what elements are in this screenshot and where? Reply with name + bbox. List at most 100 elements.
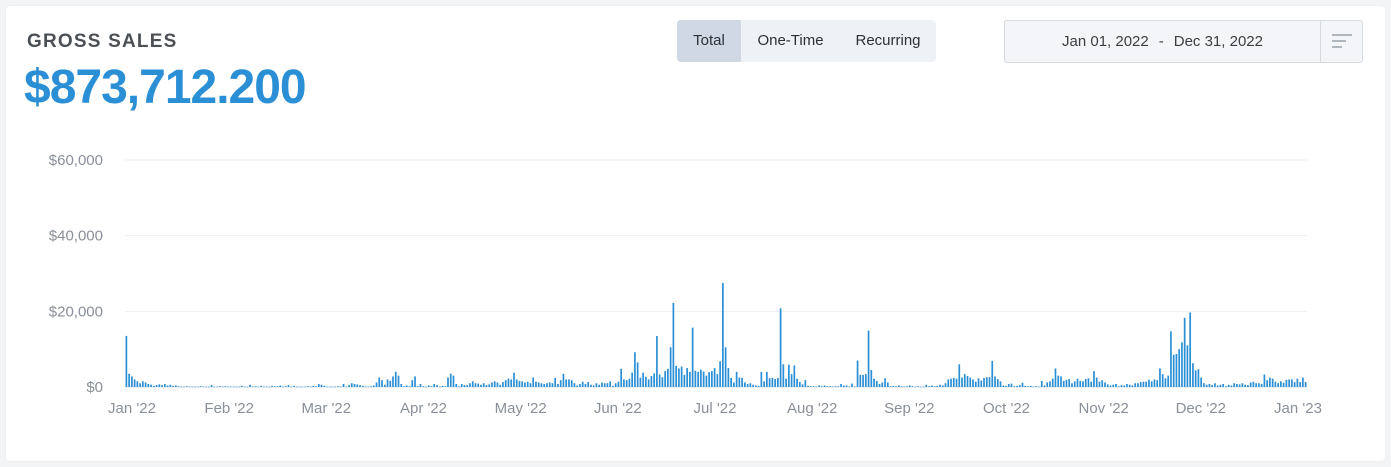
sales-bar[interactable]	[551, 383, 554, 387]
sales-bar[interactable]	[697, 371, 699, 387]
sales-bar[interactable]	[829, 386, 831, 387]
sales-bar[interactable]	[900, 386, 903, 387]
sales-bar[interactable]	[317, 383, 320, 387]
sales-bar[interactable]	[925, 384, 928, 387]
sales-bar[interactable]	[886, 382, 889, 387]
sales-bar[interactable]	[301, 386, 304, 388]
sales-bar[interactable]	[919, 386, 922, 388]
sales-bar[interactable]	[224, 386, 227, 387]
one-time-tab[interactable]: One-Time	[757, 32, 824, 49]
sales-bar[interactable]	[1258, 383, 1260, 387]
sales-bar[interactable]	[1142, 381, 1145, 387]
sales-bar[interactable]	[502, 382, 504, 387]
sales-bar[interactable]	[1175, 354, 1178, 387]
sales-bar[interactable]	[1054, 368, 1057, 387]
sales-bar[interactable]	[485, 385, 488, 387]
sales-bar[interactable]	[1299, 382, 1301, 387]
sales-bar[interactable]	[199, 386, 202, 387]
sales-bar[interactable]	[639, 377, 642, 387]
sales-bar[interactable]	[513, 372, 515, 387]
sales-bar[interactable]	[760, 371, 763, 387]
sales-bar[interactable]	[785, 378, 787, 387]
sales-bar[interactable]	[647, 379, 650, 387]
sales-bar[interactable]	[963, 374, 966, 387]
sales-bar[interactable]	[609, 381, 612, 387]
sales-bar[interactable]	[955, 378, 958, 387]
sales-bar[interactable]	[837, 386, 840, 387]
sales-bar[interactable]	[1029, 385, 1032, 387]
sales-bar[interactable]	[875, 380, 878, 387]
sales-bar[interactable]	[433, 383, 436, 387]
sales-bar[interactable]	[702, 371, 705, 387]
sales-bar[interactable]	[972, 379, 974, 387]
sales-bar[interactable]	[1269, 377, 1271, 387]
sales-bar[interactable]	[966, 376, 969, 387]
sales-bar[interactable]	[606, 383, 609, 387]
sales-bar[interactable]	[405, 385, 408, 387]
sales-bar[interactable]	[636, 362, 639, 387]
sales-bar[interactable]	[768, 378, 771, 387]
sales-bar[interactable]	[392, 376, 394, 387]
sales-bar[interactable]	[535, 381, 537, 387]
sales-bar[interactable]	[735, 371, 738, 387]
sales-bar[interactable]	[700, 369, 702, 387]
sales-bar[interactable]	[416, 386, 419, 387]
sales-bar[interactable]	[337, 386, 339, 387]
sales-bar[interactable]	[452, 375, 455, 387]
sales-bar[interactable]	[1027, 386, 1029, 387]
sales-bar[interactable]	[361, 385, 364, 387]
sales-bar[interactable]	[862, 374, 864, 387]
sales-bar[interactable]	[240, 385, 243, 387]
sales-bar[interactable]	[1076, 378, 1079, 387]
sales-bar[interactable]	[1112, 384, 1115, 387]
sales-bar[interactable]	[1222, 383, 1225, 387]
sales-bar[interactable]	[422, 386, 425, 387]
sales-bar[interactable]	[315, 386, 317, 387]
sales-bar[interactable]	[1084, 379, 1087, 387]
sales-bar[interactable]	[961, 377, 963, 387]
sales-bar[interactable]	[985, 377, 988, 387]
sales-bar[interactable]	[1194, 370, 1197, 387]
sales-bar[interactable]	[153, 385, 155, 387]
sales-bar[interactable]	[279, 385, 282, 387]
sales-bar[interactable]	[1277, 383, 1279, 387]
sales-bar[interactable]	[713, 368, 716, 387]
sales-bar[interactable]	[260, 385, 262, 387]
sales-bar[interactable]	[623, 379, 625, 387]
sales-bar[interactable]	[345, 386, 348, 388]
sales-bar[interactable]	[601, 382, 603, 387]
sales-bar[interactable]	[1120, 385, 1123, 387]
sales-bar[interactable]	[529, 383, 532, 387]
sales-bar[interactable]	[191, 386, 194, 388]
sales-bar[interactable]	[661, 377, 664, 387]
sales-bar[interactable]	[974, 381, 977, 387]
sales-bar[interactable]	[884, 378, 886, 387]
sales-bar[interactable]	[625, 380, 628, 387]
sales-bar[interactable]	[1225, 386, 1227, 387]
sales-bar[interactable]	[897, 385, 900, 387]
sales-bar[interactable]	[845, 385, 848, 387]
sales-bar[interactable]	[229, 386, 232, 388]
sales-bar[interactable]	[1178, 349, 1181, 387]
sales-bar[interactable]	[691, 327, 694, 387]
sales-bar[interactable]	[906, 386, 908, 387]
sales-bar[interactable]	[488, 384, 491, 387]
sales-bar[interactable]	[1183, 317, 1186, 387]
sales-bar[interactable]	[1005, 385, 1007, 387]
sales-bar[interactable]	[1282, 382, 1285, 387]
sales-bar[interactable]	[1150, 381, 1153, 387]
sales-bar[interactable]	[284, 386, 287, 387]
sales-bar[interactable]	[1280, 381, 1282, 387]
sales-bar[interactable]	[774, 379, 776, 387]
sales-bar[interactable]	[232, 386, 235, 388]
sales-bar[interactable]	[683, 374, 686, 387]
sales-bar[interactable]	[1057, 375, 1060, 387]
sales-bar[interactable]	[1106, 384, 1109, 387]
sales-bar[interactable]	[471, 381, 474, 387]
sales-bar[interactable]	[895, 386, 897, 387]
sales-bar[interactable]	[1252, 381, 1255, 387]
sales-bar[interactable]	[394, 371, 397, 387]
sales-bar[interactable]	[1128, 384, 1131, 387]
sales-bar[interactable]	[741, 377, 743, 387]
sales-bar[interactable]	[309, 386, 312, 388]
